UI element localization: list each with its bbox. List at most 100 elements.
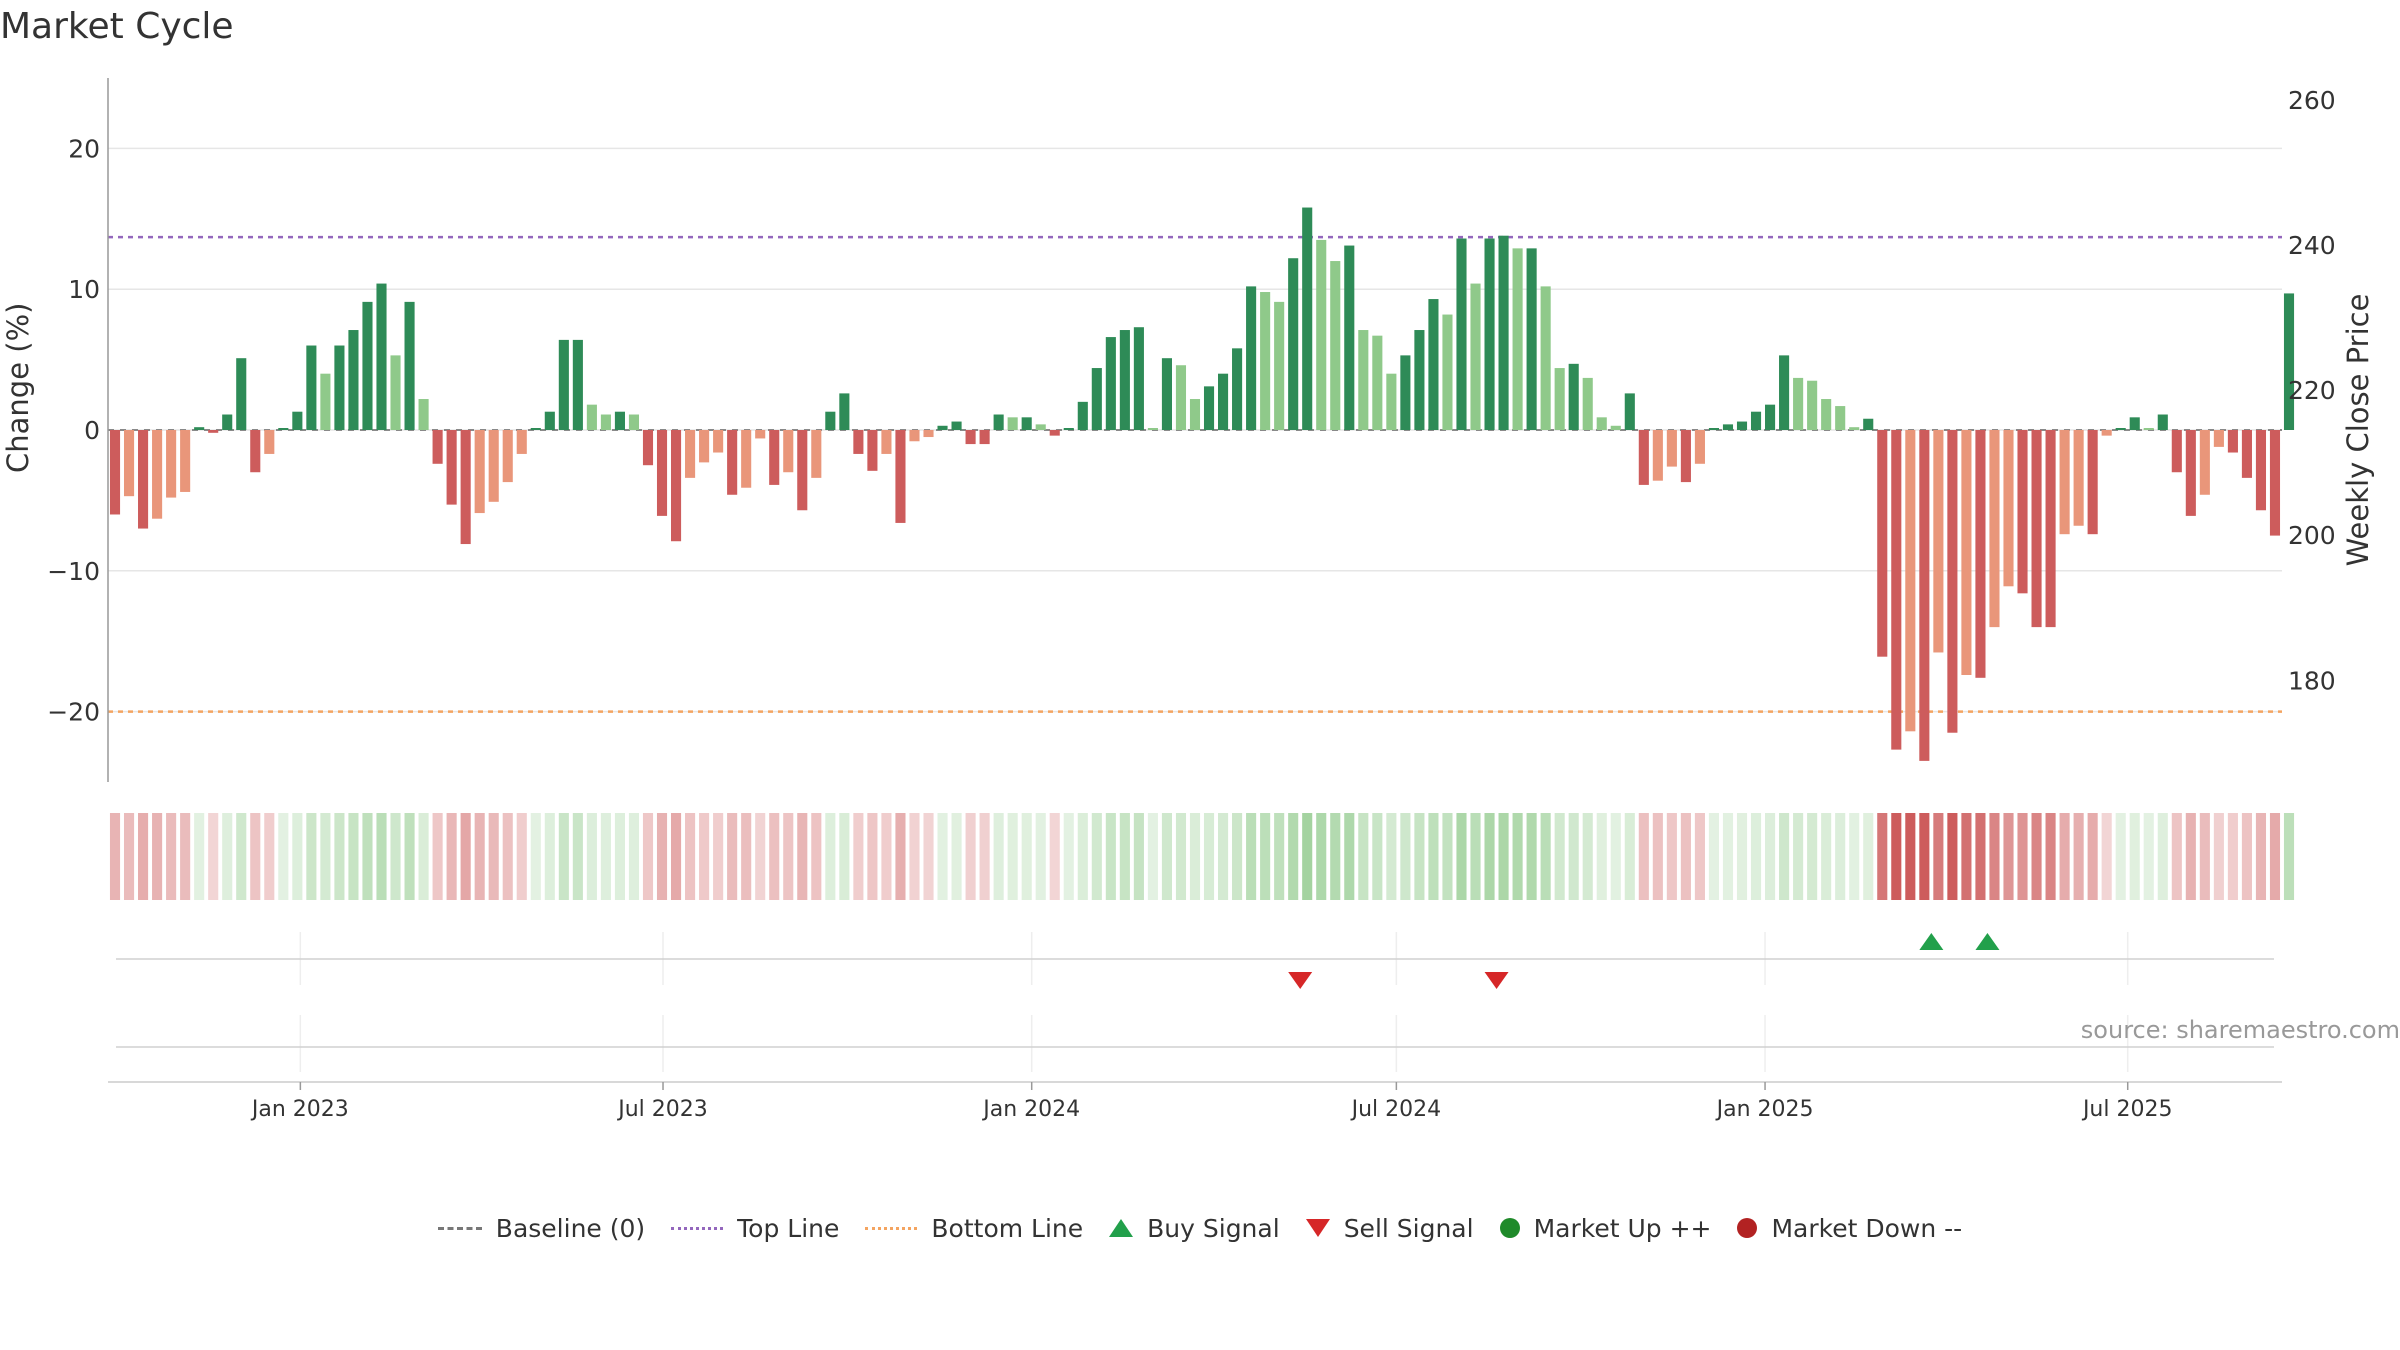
regime-band-cell	[1316, 813, 1327, 900]
regime-band-cell	[1750, 813, 1762, 900]
regime-band-cell	[937, 813, 948, 900]
y-tick-label: 10	[68, 275, 100, 304]
change-bar	[881, 430, 892, 454]
change-bar	[2185, 430, 2196, 516]
change-bar	[1119, 330, 1130, 430]
regime-band-cell	[460, 813, 471, 900]
regime-band-cell	[152, 813, 163, 900]
change-bar	[488, 430, 499, 502]
x-tick-label: Jul 2025	[2081, 1097, 2173, 1122]
change-bar	[1540, 286, 1551, 430]
change-bar	[1386, 373, 1397, 430]
regime-band-cell	[825, 813, 836, 900]
change-bar	[1400, 355, 1411, 430]
change-bar	[1680, 430, 1691, 483]
regime-band-cell	[1736, 813, 1748, 900]
change-bar	[1989, 430, 2000, 628]
change-bar	[2101, 430, 2112, 436]
change-bar	[628, 414, 640, 430]
change-bar	[1554, 368, 1565, 430]
change-bar	[923, 430, 934, 438]
regime-band-cell	[1610, 813, 1621, 900]
regime-band-cell	[1526, 813, 1537, 900]
regime-band-cell	[1175, 813, 1187, 900]
change-bar	[334, 345, 345, 430]
regime-band-cell	[432, 813, 443, 900]
change-bar	[2241, 430, 2252, 478]
regime-band-cell	[1540, 813, 1551, 900]
change-bar	[166, 430, 177, 498]
regime-band-cell	[1119, 813, 1130, 900]
change-bar	[2143, 428, 2154, 430]
change-bar	[1021, 417, 1032, 430]
change-bar	[362, 301, 373, 430]
regime-band-cell	[1624, 813, 1635, 900]
change-bar	[727, 430, 738, 495]
change-bar	[194, 427, 205, 430]
change-bar	[2017, 430, 2028, 594]
regime-band-cell	[614, 813, 625, 900]
regime-band-cell	[1554, 813, 1565, 900]
change-bar	[1091, 368, 1102, 430]
change-bar	[1035, 424, 1046, 430]
change-bar	[2227, 430, 2238, 453]
change-bar	[1344, 245, 1355, 430]
signal-panel	[116, 933, 2274, 1048]
change-bar	[2115, 428, 2126, 430]
regime-band-cell	[1933, 813, 1944, 900]
change-bar	[1316, 239, 1327, 430]
regime-band-cell	[2101, 813, 2112, 900]
regime-band-cell	[1021, 813, 1032, 900]
regime-band-cell	[1961, 813, 1972, 900]
change-bar	[1105, 337, 1116, 430]
regime-band-cell	[1470, 813, 1481, 900]
change-bar	[825, 411, 836, 430]
change-bar	[1666, 430, 1677, 467]
change-bar	[1470, 283, 1481, 430]
change-bar	[306, 345, 317, 430]
regime-band-cell	[2031, 813, 2042, 900]
regime-band-cell	[2241, 813, 2252, 900]
change-bar	[1161, 358, 1172, 430]
change-bar	[951, 421, 962, 430]
change-bar	[1596, 417, 1607, 430]
change-bar	[348, 330, 359, 430]
regime-band-cell	[1722, 813, 1734, 900]
change-bar	[1218, 373, 1229, 430]
regime-band-cell	[741, 813, 752, 900]
regime-band-cell	[558, 813, 569, 900]
regime-band-cell	[1302, 813, 1313, 900]
regime-band-cell	[1105, 813, 1116, 900]
regime-band-cell	[488, 813, 499, 900]
change-bar	[811, 430, 822, 478]
regime-band-cell	[1372, 813, 1383, 900]
y-right-axis-label: Weekly Close Price	[2341, 294, 2375, 567]
regime-band-cell	[670, 813, 682, 900]
change-bar	[1779, 355, 1790, 430]
change-bar	[642, 430, 654, 466]
change-bar	[572, 339, 583, 430]
regime-band-cell	[236, 813, 247, 900]
change-bar	[1765, 404, 1776, 430]
regime-band-cell	[811, 813, 822, 900]
y-right-tick-label: 260	[2288, 86, 2336, 115]
regime-band-cell	[1835, 813, 1846, 900]
change-bar	[1175, 365, 1187, 430]
legend-item-buy-signal: Buy Signal	[1109, 1214, 1280, 1243]
triangle-up-icon	[1109, 1219, 1134, 1237]
legend-label: Buy Signal	[1147, 1213, 1280, 1243]
regime-band-cell	[1063, 813, 1074, 900]
change-bar	[2059, 430, 2070, 535]
dashed-line-icon	[437, 1226, 482, 1230]
regime-band-cell	[1456, 813, 1467, 900]
change-bar	[222, 414, 233, 430]
change-bar	[1933, 430, 1944, 653]
regime-band-cell	[348, 813, 359, 900]
change-bar	[1189, 399, 1201, 430]
change-bar	[1722, 424, 1734, 430]
change-bar	[614, 411, 625, 430]
legend-label: Sell Signal	[1343, 1213, 1474, 1243]
regime-band-cell	[586, 813, 597, 900]
y-axis-label: Change (%)	[1, 303, 35, 473]
regime-band-cell	[530, 813, 541, 900]
